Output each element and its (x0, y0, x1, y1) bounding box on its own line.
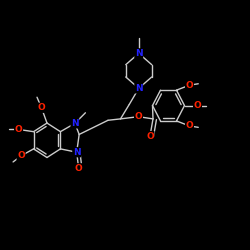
Text: O: O (15, 125, 22, 134)
Text: O: O (38, 103, 46, 112)
Text: O: O (146, 132, 154, 140)
Text: O: O (194, 101, 202, 110)
Text: N: N (135, 49, 142, 58)
Text: O: O (134, 112, 142, 121)
Text: O: O (186, 81, 194, 90)
Text: O: O (75, 164, 82, 173)
Text: N: N (135, 84, 142, 93)
Text: O: O (17, 151, 25, 160)
Text: O: O (186, 122, 194, 130)
Text: N: N (73, 148, 80, 157)
Text: N: N (71, 119, 79, 128)
